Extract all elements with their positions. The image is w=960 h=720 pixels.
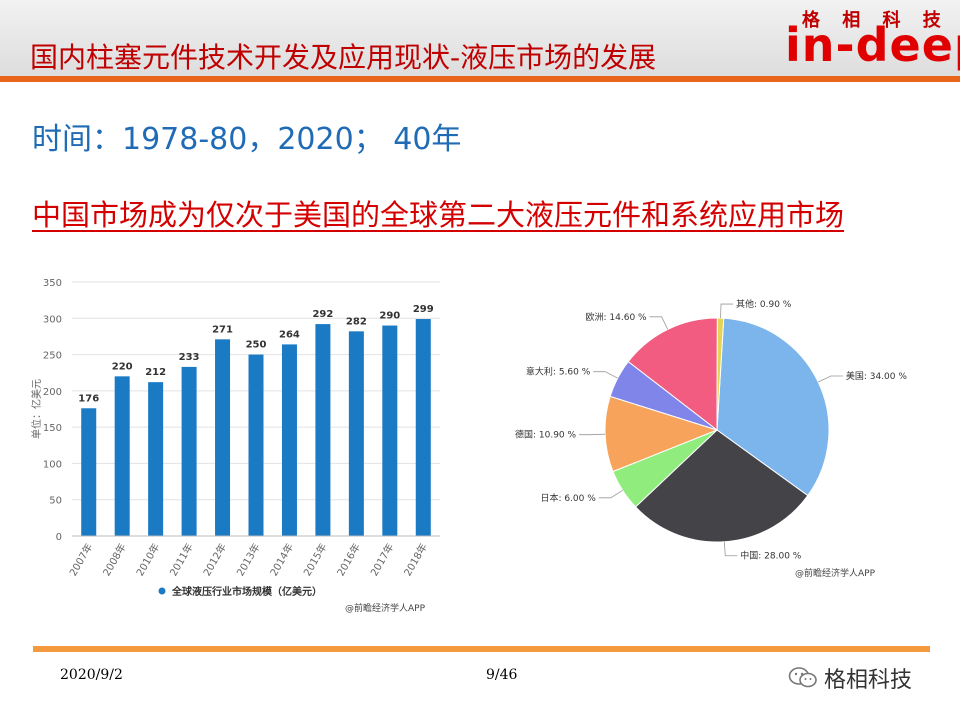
bar-value-label: 250	[246, 340, 267, 351]
x-tick-label: 2015年	[301, 541, 330, 578]
bar	[215, 339, 231, 536]
bar	[348, 331, 364, 536]
slide-title: 国内柱塞元件技术开发及应用现状-液压市场的发展	[30, 41, 657, 74]
footer-brand-name: 格相科技	[824, 668, 913, 693]
bar	[315, 324, 331, 536]
leader-line	[818, 375, 843, 383]
time-statement: 时间：1978-80，2020； 40年	[32, 122, 462, 157]
x-tick-label: 2012年	[200, 541, 229, 578]
bar	[114, 376, 130, 536]
bar	[148, 382, 164, 536]
slice-label: 意大利: 5.60 %	[526, 366, 591, 378]
pie-slice	[604, 395, 719, 473]
header-divider	[0, 76, 960, 82]
bar	[382, 325, 398, 536]
bar-value-label: 220	[112, 361, 133, 372]
y-tick-label: 150	[43, 423, 62, 434]
bar-value-label: 271	[212, 324, 233, 335]
logo-chinese-text: 格 相 科 技	[802, 10, 949, 31]
bar-value-label: 290	[379, 311, 400, 322]
leader-line	[649, 316, 669, 330]
bar-value-label: 212	[145, 367, 166, 378]
footer-brand: 格相科技	[788, 662, 912, 694]
bar	[248, 354, 264, 536]
slice-label: 德国: 10.90 %	[515, 429, 577, 441]
y-tick-label: 250	[43, 351, 62, 362]
leader-line	[720, 303, 733, 319]
leader-line	[579, 433, 606, 436]
chart-source: @前瞻经济学人APP	[795, 567, 876, 579]
key-statement: 中国市场成为仅次于美国的全球第二大液压元件和系统应用市场	[32, 198, 845, 232]
y-tick-label: 300	[43, 314, 62, 325]
x-tick-label: 2007年	[66, 541, 95, 578]
x-tick-label: 2017年	[367, 541, 396, 578]
slice-label: 日本: 6.00 %	[540, 492, 596, 504]
bar	[415, 319, 431, 536]
y-tick-label: 200	[43, 387, 62, 398]
y-tick-label: 0	[56, 532, 62, 543]
slice-label: 欧洲: 14.60 %	[586, 311, 648, 323]
leader-line	[593, 371, 618, 379]
pie-slice	[627, 317, 718, 432]
bar-value-label: 233	[179, 352, 200, 363]
logo-english-text: in-deep	[785, 18, 960, 72]
bar	[181, 366, 197, 536]
bar	[81, 408, 97, 536]
footer-divider	[33, 646, 930, 652]
x-tick-label: 2011年	[167, 541, 196, 578]
slice-label: 中国: 28.00 %	[740, 550, 802, 562]
bar-value-label: 282	[346, 316, 367, 327]
market-share-pie-chart: 美国: 34.00 % 中国: 28.00 % 日本: 6.00 % 德国: 10.9…	[515, 298, 908, 579]
y-tick-label: 350	[43, 278, 62, 289]
y-tick-label: 50	[49, 496, 62, 507]
slide-header	[0, 0, 960, 80]
legend-marker	[158, 587, 166, 595]
x-tick-label: 2008年	[100, 541, 129, 578]
chart-source: @前瞻经济学人APP	[345, 602, 426, 614]
wechat-icon	[788, 667, 817, 688]
slice-label: 美国: 34.00 %	[846, 370, 908, 382]
bar	[281, 344, 297, 536]
y-axis-label: 单位：亿美元	[30, 379, 43, 439]
bar-value-label: 292	[312, 309, 333, 320]
x-tick-label: 2016年	[334, 541, 363, 578]
x-tick-label: 2013年	[234, 541, 263, 578]
x-tick-label: 2014年	[267, 541, 296, 578]
pie-slice	[634, 429, 809, 543]
x-tick-label: 2018年	[401, 541, 430, 578]
leader-line	[723, 541, 738, 557]
company-logo: 格 相 科 技 in-deep	[780, 6, 960, 76]
legend-label: 全球液压行业市场规模（亿美元）	[171, 585, 322, 598]
y-tick-label: 100	[43, 459, 62, 470]
bar-value-label: 299	[413, 304, 434, 315]
page-number: 9/46	[486, 667, 518, 683]
bar-value-label: 264	[279, 329, 300, 340]
x-tick-label: 2010年	[133, 541, 162, 578]
slice-label: 其他: 0.90 %	[736, 298, 792, 310]
bar-value-label: 176	[78, 393, 99, 404]
leader-line	[598, 489, 623, 499]
footer-date: 2020/9/2	[60, 667, 123, 683]
market-size-bar-chart: 0 50 100 150 200 250 300 350 单位：亿美元 176 2007年 220 20…	[30, 278, 440, 614]
